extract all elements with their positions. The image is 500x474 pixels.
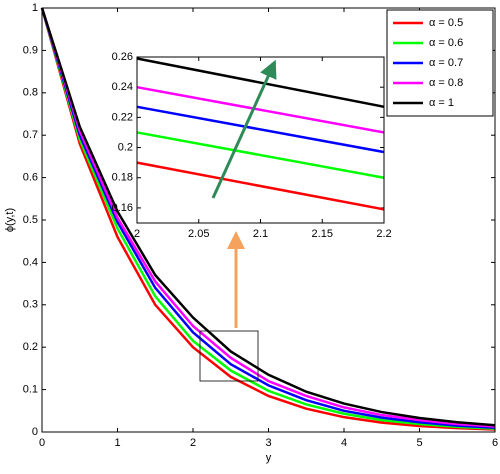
legend-label: α = 0.5 (429, 17, 463, 29)
curve (40, 7, 496, 431)
axes-frame (136, 56, 385, 224)
x-tick-label: 3 (265, 437, 271, 449)
trend-arrow (211, 59, 277, 199)
y-tick-label: 0.2 (23, 341, 38, 353)
curve (40, 7, 496, 430)
x-tick-label: 4 (341, 437, 347, 449)
y-tick-label: 0.24 (112, 81, 133, 93)
x-tick-label: 2.2 (376, 228, 391, 240)
inset-plot: 2 2.05 2.1 2.15 2.2 0.16 0.18 0.2 0.22 0.24 0.26 (112, 51, 392, 240)
curve (136, 131, 385, 179)
x-tick-label: 2.15 (312, 228, 333, 240)
curve (136, 161, 385, 211)
legend: α = 0.5 α = 0.6 α = 0.7 α = 0.8 α = 1 (386, 9, 494, 117)
x-tick-label: 2 (190, 437, 196, 449)
y-tick-label: 0.1 (23, 384, 38, 396)
x-axis-label: y (266, 452, 272, 464)
x-tick-label: 1 (114, 437, 120, 449)
curve (40, 7, 496, 428)
x-tick-label: 2.05 (188, 228, 209, 240)
y-tick-label: 0.16 (112, 202, 133, 214)
legend-label: α = 0.7 (429, 57, 463, 69)
y-tick-label: 0.4 (23, 256, 38, 268)
y-tick-label: 0.7 (23, 129, 38, 141)
y-tick-label: 0.8 (23, 87, 38, 99)
curve (136, 105, 385, 154)
y-tick-label: 0.9 (23, 44, 38, 56)
y-tick-label: 0 (32, 426, 38, 438)
curve (136, 57, 385, 109)
y-tick-label: 1 (32, 2, 38, 14)
x-tick-label: 2 (134, 228, 140, 240)
y-tick-label: 0.5 (23, 214, 38, 226)
y-axis-label: ϕ(y,t) (4, 208, 16, 232)
y-tick-label: 0.26 (112, 51, 133, 63)
legend-label: α = 0.6 (429, 37, 463, 49)
curve (40, 7, 496, 430)
y-tick-label: 0.2 (118, 141, 133, 153)
curve (40, 7, 496, 427)
curve (136, 85, 385, 134)
y-tick-label: 0.18 (112, 172, 133, 184)
zoom-box (199, 330, 259, 382)
x-tick-label: 2.1 (253, 228, 268, 240)
x-tick-label: 0 (39, 437, 45, 449)
y-tick-label: 0.22 (112, 111, 133, 123)
y-tick-label: 0.3 (23, 299, 38, 311)
legend-label: α = 0.8 (429, 77, 463, 89)
x-tick-label: 6 (492, 437, 498, 449)
y-tick-label: 0.6 (23, 172, 38, 184)
legend-label: α = 1 (429, 97, 454, 109)
x-tick-label: 5 (416, 437, 422, 449)
axes-frame (41, 7, 496, 433)
